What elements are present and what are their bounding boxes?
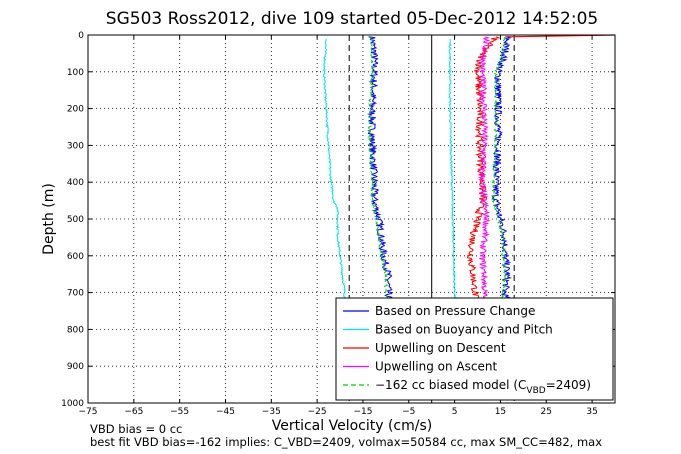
series-line-3 [478,36,491,312]
y-tick-label: 400 [67,178,84,188]
legend-label: Based on Buoyancy and Pitch [375,323,553,337]
y-tick-label: 800 [67,325,84,335]
series-line-2 [466,36,501,312]
series-line-4 [367,36,390,312]
x-tick-label: 15 [495,407,506,417]
legend-box [335,297,614,401]
x-tick-label: −35 [262,407,281,417]
series-line-0 [491,36,513,312]
x-tick-label: −15 [353,407,372,417]
y-tick-label: 200 [67,105,84,115]
x-tick-label: −75 [79,407,98,417]
note-line-1: VBD bias = 0 cc [90,422,182,436]
y-tick-label: 1000 [61,399,84,409]
x-tick-label: −25 [308,407,327,417]
y-tick-label: 0 [78,31,84,41]
series-line-4 [491,36,508,312]
x-tick-label: −5 [402,407,415,417]
x-axis-label: Vertical Velocity (cm/s) [272,418,433,434]
y-axis-label: Depth (m) [41,183,57,255]
x-tick-label: 25 [541,407,552,417]
axis-ticks: −75 −65 −55 −45 −35 −25 −15 −5 5 15 25 350100200300… [61,31,615,417]
x-tick-label: −55 [170,407,189,417]
y-tick-label: 500 [67,215,84,225]
y-tick-label: 600 [67,252,84,262]
series-line-1 [448,38,457,312]
legend-label: Upwelling on Ascent [375,360,497,374]
x-tick-label: −45 [216,407,235,417]
legend-label: Upwelling on Descent [375,341,506,355]
note-line-2: best fit VBD bias=-162 implies: C_VBD=24… [90,435,602,449]
x-tick-label: −65 [124,407,143,417]
y-tick-label: 900 [67,362,84,372]
legend-label: Based on Pressure Change [375,304,535,318]
x-tick-label: 35 [586,407,597,417]
series-line-1 [322,38,347,312]
x-tick-label: 5 [452,407,458,417]
chart-title: SG503 Ross2012, dive 109 started 05-Dec-… [106,9,598,29]
y-tick-label: 100 [67,68,84,78]
y-tick-label: 300 [67,141,84,151]
y-tick-label: 700 [67,289,84,299]
legend: Based on Pressure Change Based on Buoyanc… [335,297,614,401]
